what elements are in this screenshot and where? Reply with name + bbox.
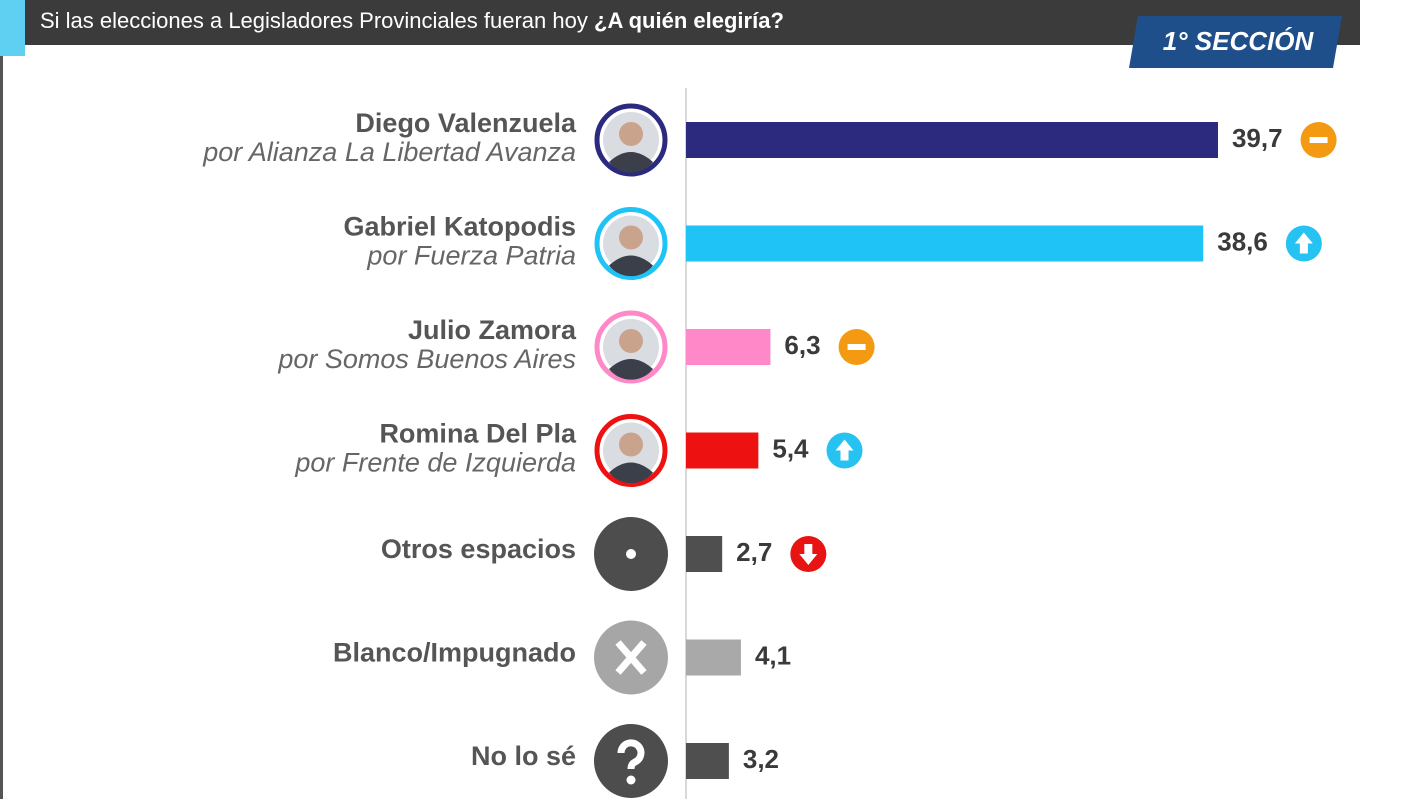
- category-label: Blanco/Impugnado: [333, 638, 576, 668]
- trend-minus: [1309, 137, 1328, 143]
- value-label: 4,1: [755, 640, 791, 670]
- value-label: 39,7: [1232, 123, 1283, 153]
- avatar-body: [609, 462, 653, 484]
- bar: [686, 329, 771, 365]
- header-accent: [0, 0, 25, 56]
- icon-question: [617, 739, 645, 770]
- category-subtitle: por Frente de Izquierda: [294, 448, 576, 478]
- category-label: Julio Zamora: [408, 315, 577, 345]
- left-border: [0, 0, 3, 799]
- trend-arrow: [1294, 232, 1313, 254]
- avatar-body: [609, 255, 653, 277]
- value-label: 6,3: [784, 330, 820, 360]
- category-label: Gabriel Katopodis: [343, 212, 576, 242]
- value-label: 5,4: [772, 433, 809, 463]
- avatar-head: [619, 329, 643, 353]
- bar: [686, 639, 741, 676]
- category-label: Diego Valenzuela: [355, 108, 577, 138]
- avatar-head: [619, 122, 643, 146]
- icon-cross: [615, 640, 647, 675]
- bar: [686, 536, 723, 572]
- header-bar: [0, 0, 1360, 45]
- badge: 1° SECCIÓN: [1163, 26, 1315, 56]
- bar: [686, 743, 729, 779]
- trend-arrow: [799, 544, 818, 565]
- value-label: 3,2: [743, 744, 779, 774]
- value-label: 38,6: [1217, 226, 1268, 256]
- header-title: Si las elecciones a Legisladores Provinc…: [40, 8, 784, 33]
- title: Si las elecciones a Legisladores Provinc…: [40, 8, 588, 33]
- bar: [686, 432, 759, 469]
- bar: [686, 225, 1204, 262]
- avatar-head: [619, 225, 643, 250]
- bar: [686, 122, 1218, 158]
- category-label: Otros espacios: [381, 534, 576, 564]
- trend-minus: [847, 344, 866, 350]
- badge-shape: [1129, 16, 1342, 68]
- avatar-body: [609, 152, 653, 173]
- category-subtitle: por Fuerza Patria: [366, 241, 576, 271]
- title-emphasis: ¿A quién elegiría?: [594, 8, 784, 33]
- category-label: Romina Del Pla: [379, 419, 577, 449]
- value-label: 2,7: [736, 537, 772, 567]
- icon-dot: [626, 549, 636, 559]
- avatar-body: [609, 359, 653, 380]
- category-label: No lo sé: [471, 741, 576, 771]
- category-subtitle: por Somos Buenos Aires: [277, 344, 576, 374]
- avatar-head: [619, 432, 643, 457]
- icon-question-dot: [626, 775, 636, 785]
- category-subtitle: por Alianza La Libertad Avanza: [202, 137, 576, 167]
- trend-arrow: [835, 439, 854, 461]
